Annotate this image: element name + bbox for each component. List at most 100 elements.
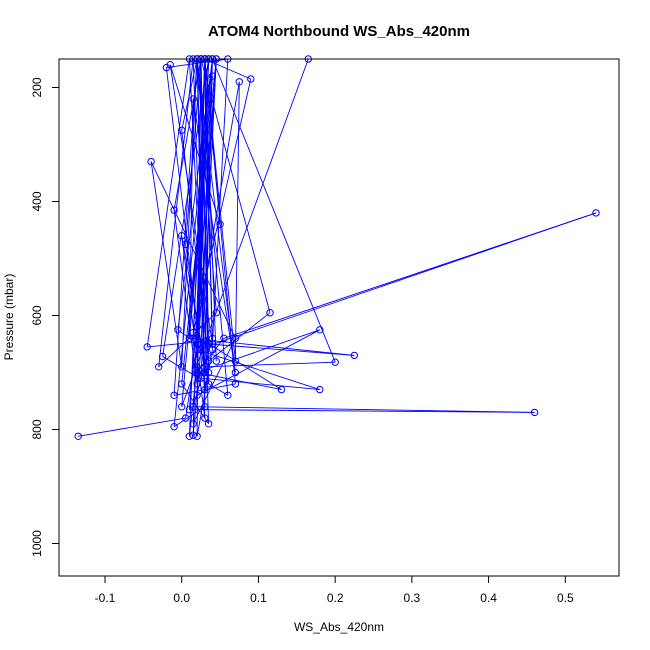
y-tick-label: 800 — [30, 419, 44, 439]
data-point — [193, 346, 201, 354]
series-segment — [196, 329, 320, 373]
series-segment — [204, 58, 213, 350]
series-segment — [234, 81, 240, 362]
data-point — [170, 423, 178, 431]
series-segment — [173, 58, 202, 211]
data-point — [197, 346, 205, 354]
data-point — [189, 431, 197, 439]
y-tick-label: 200 — [30, 77, 44, 97]
series-segment — [150, 161, 236, 339]
series-segment — [146, 58, 190, 347]
data-point — [201, 403, 209, 411]
data-point — [174, 326, 182, 334]
data-point — [350, 351, 358, 360]
data-point — [181, 240, 190, 249]
series-segment — [185, 244, 206, 373]
y-tick-label: 400 — [30, 191, 44, 211]
data-point — [185, 334, 194, 342]
data-point — [208, 346, 217, 354]
data-point — [277, 385, 286, 394]
data-point — [231, 334, 240, 342]
data-point — [155, 363, 163, 371]
series-points — [74, 55, 600, 440]
series-segment — [200, 377, 320, 391]
series-segment — [173, 406, 206, 428]
data-point — [216, 220, 224, 229]
data-point — [201, 385, 209, 394]
data-point — [189, 420, 197, 428]
x-tick-label: 0.5 — [557, 591, 574, 605]
plot-frame — [58, 58, 620, 577]
data-point — [224, 391, 232, 399]
data-point — [316, 385, 324, 394]
data-point — [74, 432, 82, 440]
data-point — [231, 357, 240, 365]
y-axis-label: Pressure (mbar) — [2, 274, 16, 361]
data-point — [193, 323, 201, 331]
data-point — [193, 340, 201, 348]
series-segment — [173, 58, 213, 427]
series-segment — [188, 58, 206, 437]
series-segment — [197, 372, 282, 391]
series-segment — [78, 417, 186, 437]
data-point — [316, 326, 324, 334]
series-segment — [189, 409, 535, 413]
data-point — [185, 432, 194, 440]
data-point — [193, 391, 201, 399]
data-point — [189, 95, 197, 103]
series-segment — [211, 58, 336, 363]
data-point — [235, 78, 244, 86]
data-point — [204, 357, 213, 365]
data-point — [266, 309, 274, 317]
data-point — [170, 206, 178, 214]
series-segment — [204, 58, 210, 373]
data-point — [201, 363, 209, 371]
data-point — [204, 420, 213, 428]
data-point — [592, 209, 600, 217]
data-point — [158, 352, 167, 361]
data-point — [185, 405, 194, 414]
data-point — [231, 380, 240, 388]
data-point — [201, 368, 209, 377]
data-point — [189, 328, 197, 337]
x-axis-label: WS_Abs_420nm — [294, 620, 384, 634]
chart-title: ATOM4 Northbound WS_Abs_420nm — [208, 23, 470, 40]
data-point — [231, 368, 240, 377]
series-segment — [173, 210, 198, 384]
series-segment — [204, 58, 217, 362]
data-point — [208, 340, 217, 348]
data-point — [162, 63, 171, 72]
data-point — [247, 75, 255, 83]
x-axis: -0.1 0.0 0.1 0.2 0.3 0.4 0.5 — [95, 575, 574, 605]
y-tick-label: 1000 — [30, 530, 44, 557]
data-point — [201, 414, 209, 422]
x-tick-label: -0.1 — [95, 591, 116, 605]
data-point — [181, 414, 190, 422]
series-segment — [204, 361, 336, 368]
series-segment — [208, 312, 271, 362]
data-point — [204, 340, 213, 348]
series-segment — [158, 312, 217, 368]
data-point — [143, 343, 151, 351]
data-point — [178, 380, 186, 388]
series-segment — [181, 235, 206, 419]
series-segment — [196, 329, 321, 396]
data-point — [193, 311, 201, 320]
series-segment — [200, 58, 271, 313]
data-point — [197, 374, 205, 382]
data-point — [147, 157, 155, 166]
data-point — [220, 334, 228, 342]
data-point — [193, 368, 201, 377]
y-axis: 200 400 600 800 1000 — [30, 77, 60, 557]
series-segment — [177, 329, 198, 345]
data-point — [170, 391, 178, 399]
data-point — [530, 408, 539, 417]
x-tick-label: 0.3 — [404, 591, 421, 605]
series-segment — [173, 58, 198, 396]
data-point — [178, 403, 186, 411]
data-point — [178, 126, 186, 135]
y-tick-label: 600 — [30, 305, 44, 325]
series-segment — [208, 343, 355, 356]
series-lines — [78, 58, 597, 437]
